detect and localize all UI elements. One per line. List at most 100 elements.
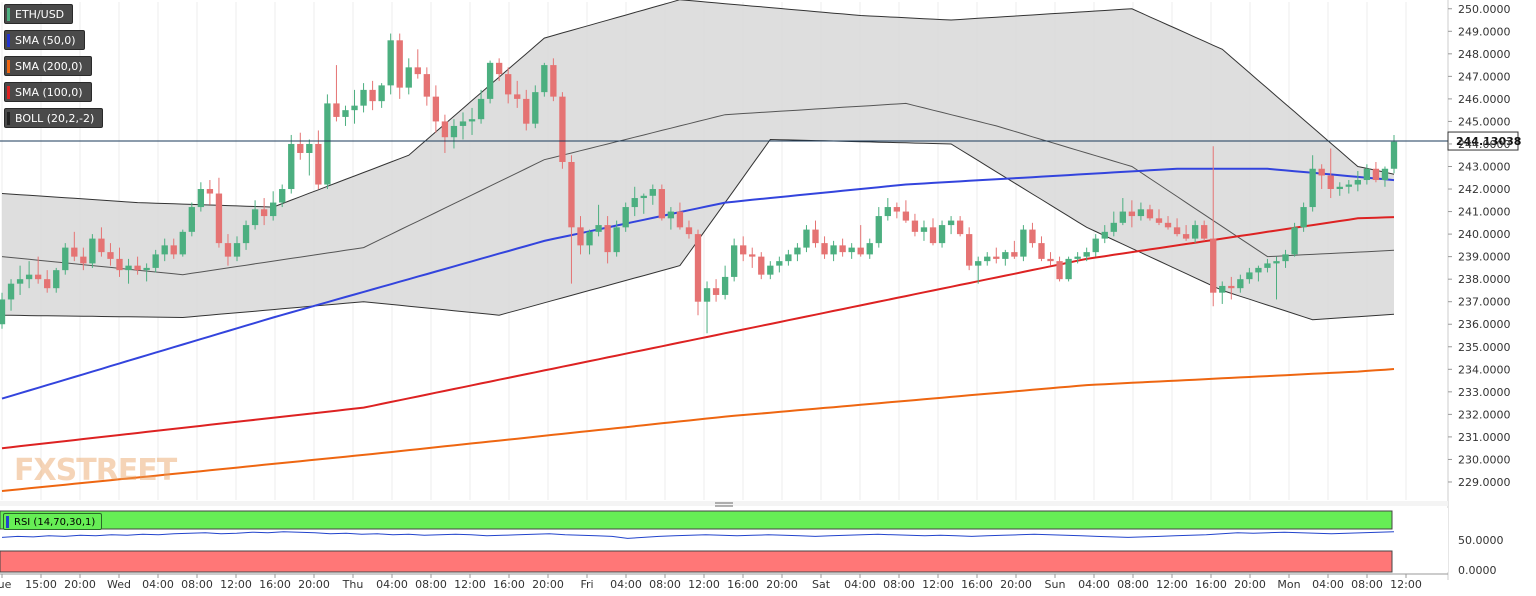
candle-body <box>821 243 828 255</box>
candle <box>414 49 421 79</box>
candle <box>1327 148 1334 199</box>
candle-body <box>586 231 593 246</box>
candle <box>396 33 403 99</box>
candle <box>848 243 855 259</box>
candle-body <box>1372 168 1380 181</box>
x-tick-label: 08:00 <box>415 578 447 591</box>
candle <box>423 67 430 106</box>
candle-body <box>1056 261 1063 280</box>
candle-body <box>1110 222 1117 232</box>
candle <box>495 58 503 81</box>
candle-body <box>749 254 756 257</box>
candle <box>749 247 756 268</box>
candle <box>1011 240 1018 259</box>
legend-sma-50[interactable]: SMA (50,0) <box>4 30 85 50</box>
candle-body <box>89 238 96 264</box>
candle <box>1101 225 1108 244</box>
candle <box>676 202 684 230</box>
candle <box>333 65 340 122</box>
candle <box>161 238 168 262</box>
legend-label: SMA (100,0) <box>15 86 83 99</box>
candle-body <box>1363 168 1371 181</box>
candle-body <box>1282 254 1289 262</box>
candle <box>1074 252 1081 264</box>
bollinger-band-fill <box>2 0 1394 320</box>
candle <box>1345 180 1352 194</box>
candle <box>107 243 114 266</box>
y-tick-label: 240.0000 <box>1458 228 1511 241</box>
candle <box>830 240 837 262</box>
y-tick-label: 232.0000 <box>1458 408 1511 421</box>
candle-body <box>405 67 412 88</box>
candle-body <box>161 245 168 255</box>
candle <box>1182 225 1190 241</box>
sma-50-line <box>1 167 1395 400</box>
x-tick-label: Sun <box>1045 578 1066 591</box>
candle-body <box>758 256 765 275</box>
candle-body <box>1219 285 1226 293</box>
y-tick-label: 238.0000 <box>1458 273 1511 286</box>
candle <box>1137 202 1145 221</box>
candle <box>685 220 693 239</box>
candle-body <box>1237 279 1244 289</box>
legend-rsi[interactable]: RSI (14,70,30,1) <box>3 513 103 530</box>
candle <box>1264 258 1271 273</box>
candle-body <box>333 103 340 117</box>
candle-body <box>613 227 620 253</box>
x-tick-label: 12:00 <box>688 578 720 591</box>
candle-body <box>224 243 232 257</box>
y-tick-label: 235.0000 <box>1458 341 1511 354</box>
x-tick-label: 20:00 <box>766 578 798 591</box>
candle <box>658 184 666 221</box>
candle <box>233 236 241 262</box>
candle-body <box>143 267 150 271</box>
candle-body <box>514 94 521 99</box>
legend-sma-100[interactable]: SMA (100,0) <box>4 82 92 102</box>
candle <box>1191 220 1199 244</box>
candle <box>947 216 955 235</box>
candle <box>7 279 15 311</box>
candle-body <box>1255 267 1262 273</box>
y-tick-label: 233.0000 <box>1458 386 1511 399</box>
candle-body <box>315 143 322 185</box>
candle-body <box>1201 225 1208 239</box>
x-tick-label: Thu <box>342 578 364 591</box>
candle <box>251 200 259 230</box>
candle-body <box>622 207 629 228</box>
candle <box>297 132 304 160</box>
x-tick-label: 04:00 <box>610 578 642 591</box>
candle-body <box>785 254 792 262</box>
candle <box>812 220 819 248</box>
candle-body <box>1345 184 1352 187</box>
legend-boll[interactable]: BOLL (20,2,-2) <box>4 108 104 128</box>
candle-body <box>685 227 693 235</box>
candle <box>179 229 186 257</box>
candle <box>1065 256 1072 282</box>
candle <box>631 186 638 217</box>
candle-body <box>107 252 114 259</box>
candle-body <box>857 247 864 255</box>
candle <box>369 80 376 111</box>
candle <box>1228 276 1235 300</box>
x-tick-label: Sat <box>812 578 831 591</box>
legend-eth-usd[interactable]: ETH/USD <box>4 4 74 24</box>
y-tick-label: 247.0000 <box>1458 70 1511 83</box>
candle <box>785 249 792 266</box>
candle-body <box>1155 218 1163 223</box>
candle <box>1336 182 1343 196</box>
y-tick-label: 241.0000 <box>1458 206 1511 219</box>
rsi-tick-label: 50.0000 <box>1458 534 1504 547</box>
x-tick-label: 20:00 <box>1000 578 1032 591</box>
candle <box>306 139 313 176</box>
candle <box>559 92 566 169</box>
legend-sma-200[interactable]: SMA (200,0) <box>4 56 92 76</box>
candle <box>613 220 620 257</box>
candle <box>514 80 521 108</box>
candle-body <box>947 220 955 226</box>
candle-body <box>351 105 358 111</box>
candle-body <box>875 216 882 244</box>
y-tick-label: 243.0000 <box>1458 160 1511 173</box>
candle-body <box>279 189 286 203</box>
candle <box>821 236 828 259</box>
